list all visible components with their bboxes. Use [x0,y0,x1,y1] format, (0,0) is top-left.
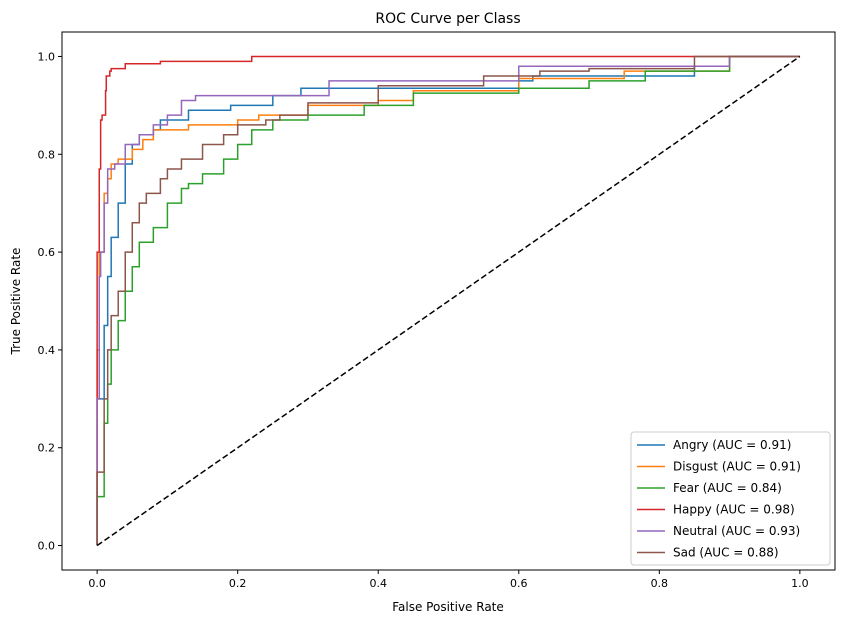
x-tick-label: 0.6 [510,577,528,590]
legend-entry: Disgust (AUC = 0.91) [673,460,801,474]
legend-box [630,431,831,566]
y-tick-label: 0.4 [38,344,56,357]
legend-entry: Angry (AUC = 0.91) [673,438,791,452]
series-line-neutral [96,55,800,546]
legend-entry: Sad (AUC = 0.88) [673,546,779,560]
legend-entry: Happy (AUC = 0.98) [673,503,795,517]
legend-entry: Neutral (AUC = 0.93) [673,524,800,538]
legend: Angry (AUC = 0.91) Disgust (AUC = 0.91) Fe… [630,431,831,566]
series-line-sad [96,55,800,546]
x-tick-label: 0.8 [651,577,669,590]
y-tick-label: 1.0 [38,50,56,63]
axis-ticks: 0.0 0.2 0.4 0.6 0.8 1.0 0.0 0.2 0.4 0.6 0.8 1.0 [38,31,836,590]
series-line-happy [96,55,800,546]
y-tick-label: 0.2 [38,442,56,455]
y-tick-label: 0.0 [38,540,56,553]
x-tick-label: 0.4 [369,577,387,590]
legend-entry: Fear (AUC = 0.84) [673,481,782,495]
reference-diagonal [96,55,801,547]
plot-area [96,55,801,547]
y-tick-label: 0.6 [38,246,56,259]
x-tick-label: 0.2 [229,577,247,590]
x-tick-label: 0.0 [88,577,106,590]
x-tick-label: 1.0 [791,577,809,590]
series-line-fear [96,55,800,546]
y-axis-label: True Positive Rate [9,248,23,356]
x-axis-label: False Positive Rate [392,600,504,614]
chart-title: ROC Curve per Class [375,11,520,27]
plot-frame [61,31,836,571]
y-tick-label: 0.8 [38,148,56,161]
